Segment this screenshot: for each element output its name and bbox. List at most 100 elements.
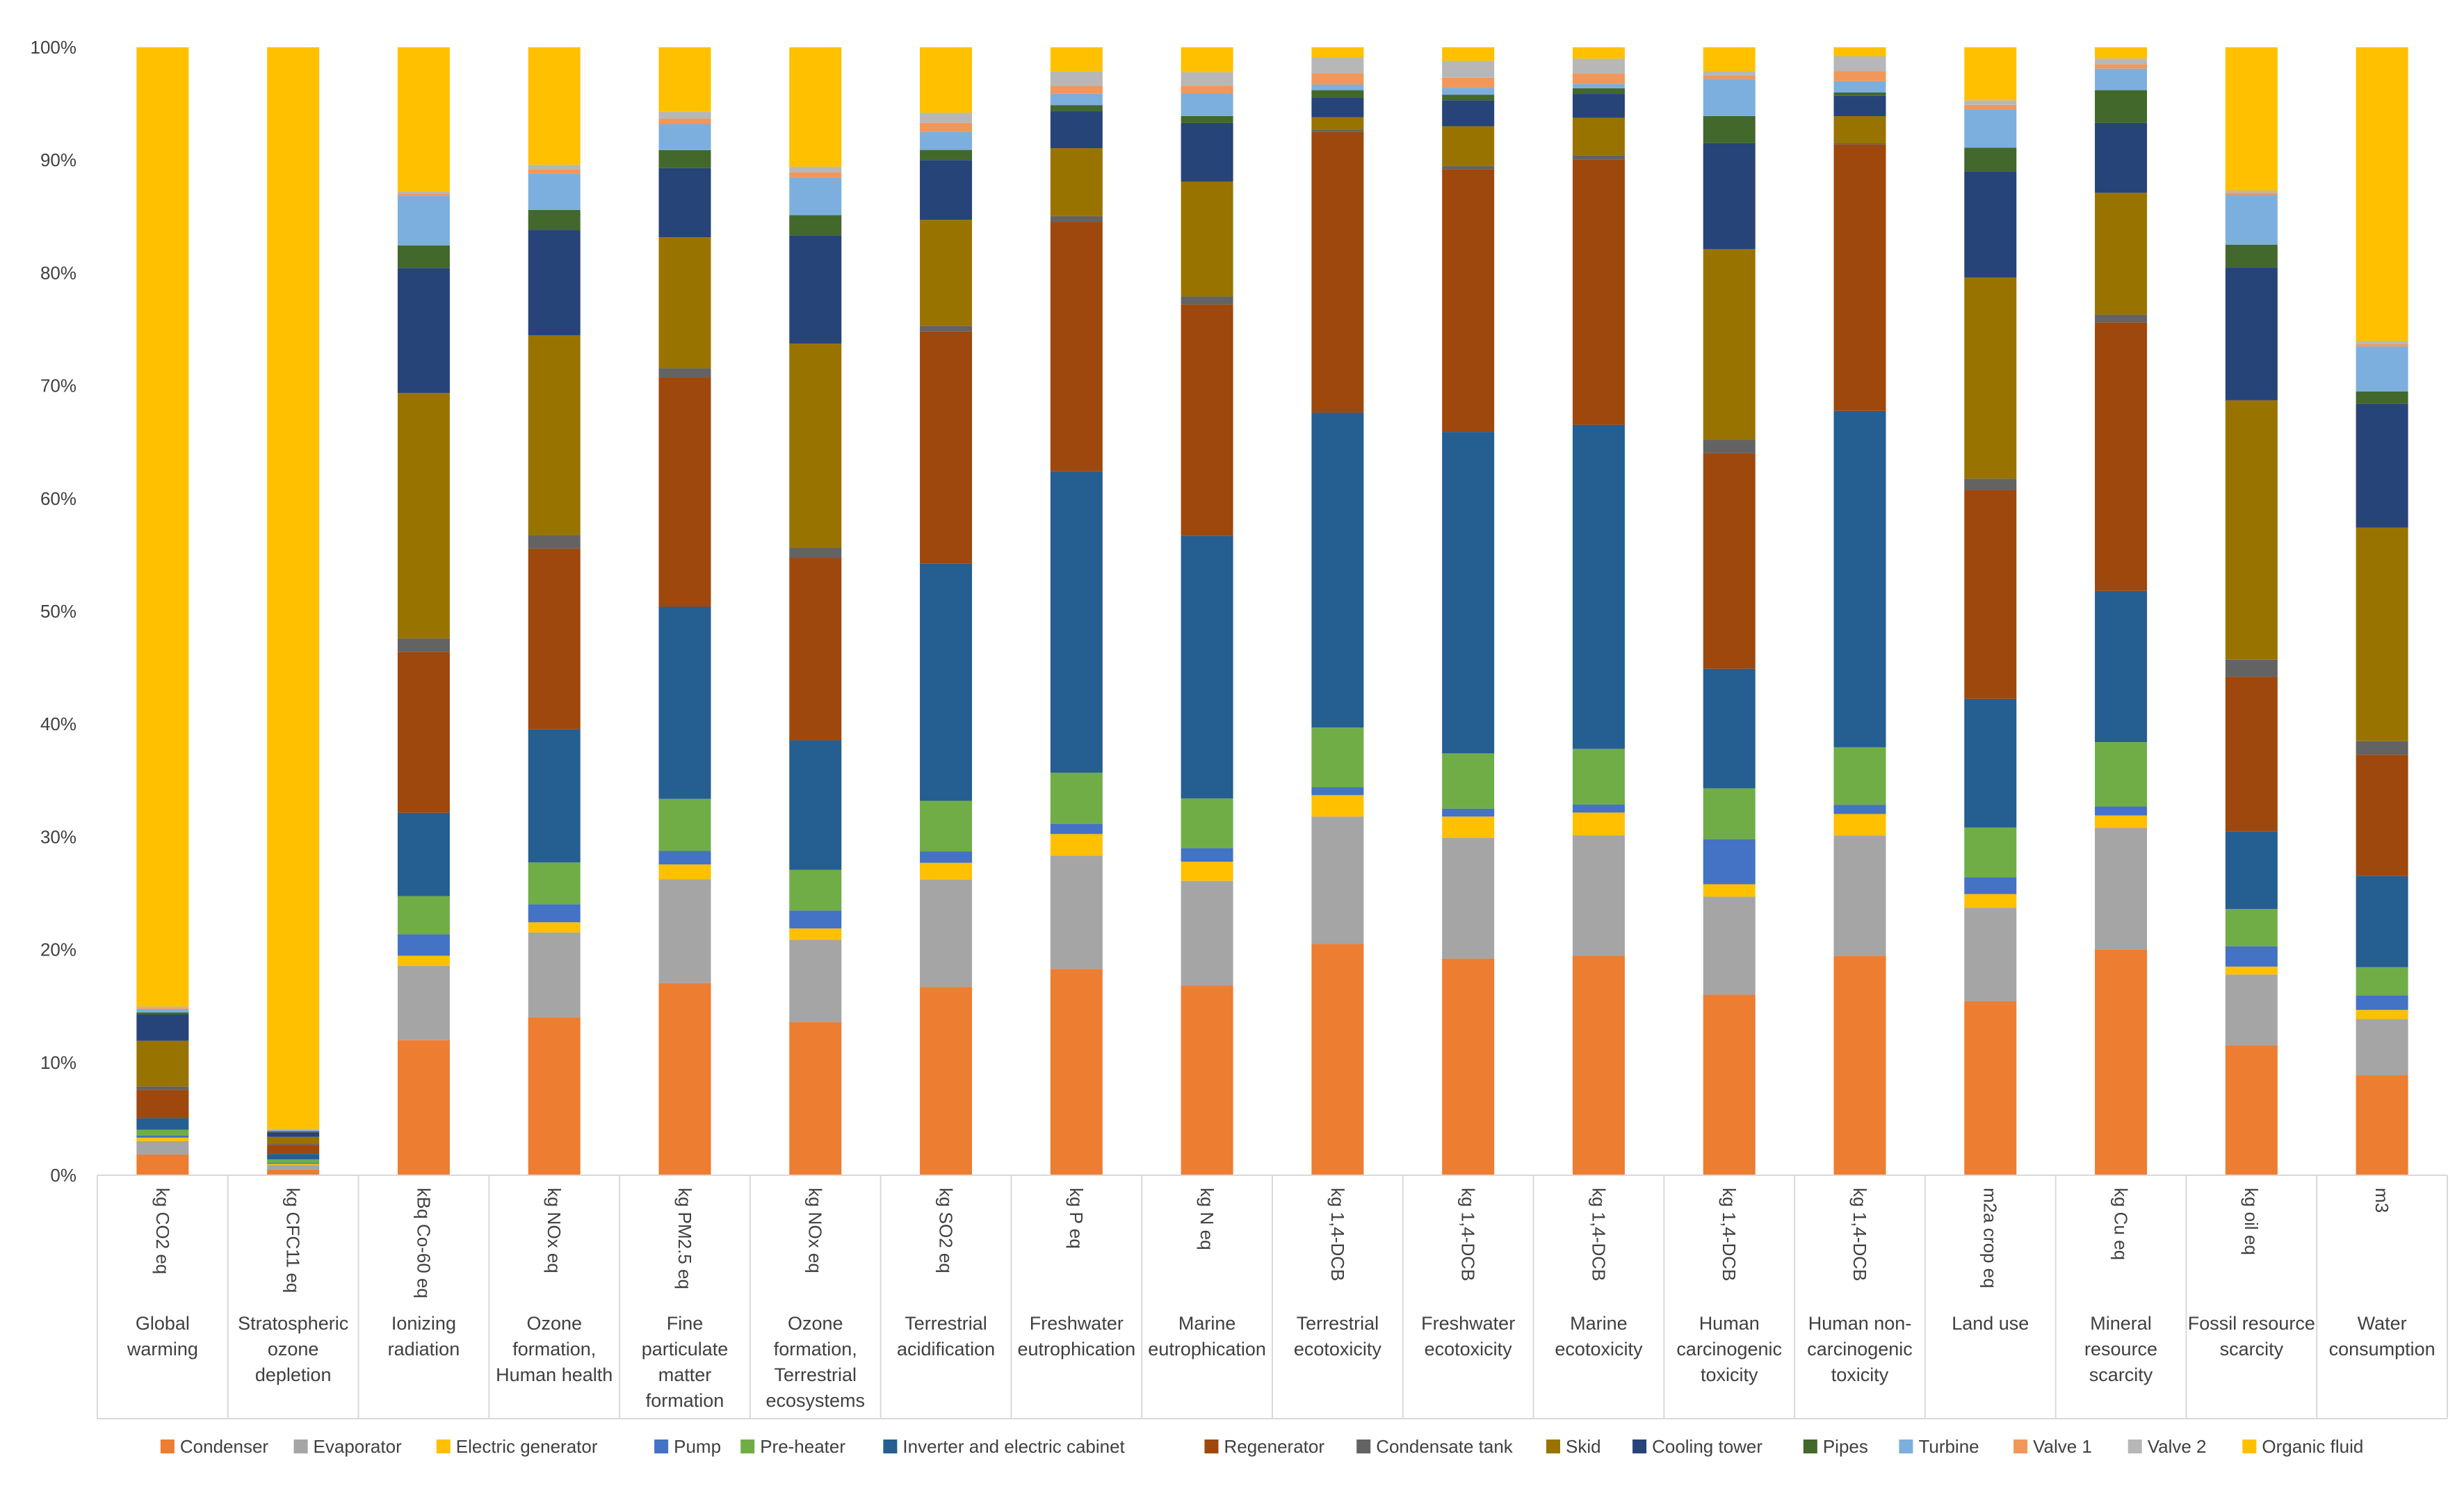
bar-segment [1442,126,1495,166]
category-name-label: Marine [1570,1313,1628,1334]
bar-segment [528,1017,581,1175]
bar-segment [1050,93,1103,106]
bar-segment [920,220,973,326]
bar-segment [1833,144,1886,411]
bar-segment [1311,944,1364,1175]
category-name-label: Human health [496,1364,613,1385]
bar-segment [920,563,973,801]
bar-segment [1050,111,1103,149]
bar-segment [528,335,581,535]
category-name-label: toxicity [1701,1364,1758,1385]
bar-segment [2095,806,2148,816]
bar-segment [1833,71,1886,81]
category-unit-label: m3 [2372,1188,2392,1213]
bar-segment [267,1129,320,1131]
category-name-label: Terrestrial [775,1364,857,1385]
bar-segment [1833,814,1886,836]
y-tick-label: 100% [31,37,77,58]
category-name-label: Stratospheric [238,1313,348,1334]
bar-segment [1050,86,1103,94]
bar-segment [658,47,711,112]
bar-segment [397,652,450,813]
category-unit-label: kg CFC11 eq [283,1188,304,1293]
bar-segment [1703,896,1756,995]
bar-segment [2095,193,2148,315]
bar-segment [1050,216,1103,223]
bar-segment [136,1090,189,1119]
bar-segment [658,864,711,880]
category-name-label: Freshwater [1030,1313,1124,1334]
bar-segment [397,896,450,935]
bar-segment [1833,747,1886,805]
bar-segment [658,111,711,119]
legend-swatch [293,1439,308,1453]
category-name-label: formation, [512,1339,596,1360]
bar-segment [1572,812,1625,836]
bar-segment [1442,95,1495,101]
bar-segment [1181,985,1233,1175]
bar-segment [397,392,450,638]
legend-label: Regenerator [1224,1436,1324,1457]
bar-segment [2225,267,2278,401]
bar-segment [1311,129,1364,132]
bar-segment [1703,439,1756,453]
bar-segment [789,740,842,870]
bar-segment [1311,97,1364,118]
category-name-label: radiation [388,1339,460,1360]
bar-segment [658,237,711,369]
bar-segment [136,1118,189,1130]
bar-segment [136,1008,189,1009]
bar-segment [1050,969,1103,1175]
bar-segment [1181,535,1233,799]
bar-segment [1703,115,1756,143]
bar-segment [397,1040,450,1175]
y-tick-label: 0% [50,1165,76,1186]
y-tick-label: 50% [40,601,76,622]
bar-segment [1442,958,1495,1175]
legend-label: Inverter and electric cabinet [902,1436,1125,1457]
bar-segment [1964,1001,2017,1175]
bar-segment [1050,823,1103,834]
bar-segment [136,1140,189,1155]
legend-label: Cooling tower [1652,1436,1762,1457]
bar-segment [2225,974,2278,1046]
bar-segment [397,245,450,268]
bar-segment [1703,75,1756,79]
category-name-label: Marine [1178,1313,1236,1334]
category-unit-label: kg 1,4-DCB [1719,1188,1740,1281]
category-name-label: Ozone [526,1313,582,1334]
bar-segment [658,798,711,851]
bar-segment [920,987,973,1175]
bar-segment [2356,1010,2408,1019]
bar-segment [2356,47,2408,341]
category-unit-label: kg Cu eq [2110,1188,2131,1260]
bar-segment [528,169,581,174]
category-name-label: consumption [2329,1339,2435,1360]
bar-segment [2356,1075,2408,1175]
bar-segment [267,1143,320,1145]
bar-segment [1442,61,1495,78]
bar-segment [2095,58,2148,65]
bar-segment [1442,88,1495,95]
legend-swatch [2242,1439,2257,1453]
bar-segment [1572,955,1625,1175]
bar-segment [1311,816,1364,944]
category-name-label: toxicity [1831,1364,1889,1385]
bar-segment [2356,755,2408,876]
bar-segment [2225,659,2278,677]
bar-segment [1311,131,1364,413]
bar-segment [1311,47,1364,58]
category-name-label: resource [2084,1339,2157,1360]
category-name-label: particulate [642,1339,729,1360]
bar-segment [2356,346,2408,392]
bar-segment [1442,100,1495,127]
bar-segment [267,1165,320,1170]
category-unit-label: kg 1,4-DCB [1588,1188,1609,1281]
bar-segment [789,215,842,236]
category-name-label: eutrophication [1018,1339,1136,1360]
bar-segment [1311,90,1364,98]
bar-segment [920,851,973,863]
bar-segment [920,331,973,564]
bar-segment [2225,190,2278,193]
category-name-label: Global [136,1313,190,1334]
